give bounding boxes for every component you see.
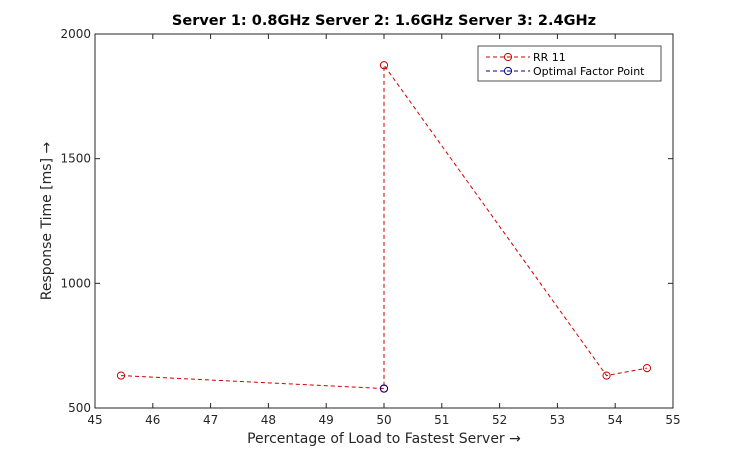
x-tick-label: 46 bbox=[145, 413, 160, 427]
data-point-rr-11 bbox=[642, 364, 652, 373]
y-tick-label: 500 bbox=[68, 401, 91, 415]
x-tick-label: 52 bbox=[492, 413, 507, 427]
x-tick-label: 55 bbox=[665, 413, 680, 427]
x-tick-label: 47 bbox=[203, 413, 218, 427]
x-tick-label: 51 bbox=[434, 413, 449, 427]
x-axis-label: Percentage of Load to Fastest Server → bbox=[247, 431, 521, 447]
axis-ticks: 45 46 47 48 49 50 51 52 53 54 55 500 1000 1500 2000 bbox=[60, 27, 680, 427]
legend-marker-optimal-factor-point bbox=[503, 66, 513, 76]
legend-marker-rr-11 bbox=[503, 52, 513, 62]
x-tick-label: 53 bbox=[550, 413, 565, 427]
plot-frame bbox=[94, 33, 674, 409]
legend-label-rr-11: RR 11 bbox=[533, 51, 566, 64]
y-axis-label: Response Time [ms] → bbox=[39, 142, 55, 301]
y-tick-label: 1000 bbox=[60, 276, 91, 290]
y-tick-label: 2000 bbox=[60, 27, 91, 41]
legend-box bbox=[477, 45, 662, 82]
data-point-rr-11 bbox=[116, 371, 126, 380]
x-tick-label: 45 bbox=[87, 413, 102, 427]
x-tick-label: 50 bbox=[376, 413, 391, 427]
series-line-rr-11 bbox=[120, 63, 648, 390]
x-tick-label: 49 bbox=[319, 413, 334, 427]
data-point-optimal-factor-point bbox=[379, 384, 389, 393]
data-point-rr-11 bbox=[602, 371, 611, 380]
x-tick-label: 48 bbox=[261, 413, 276, 427]
x-tick-label: 54 bbox=[608, 413, 623, 427]
y-tick-label: 1500 bbox=[60, 152, 91, 166]
legend-label-optimal-factor-point: Optimal Factor Point bbox=[533, 65, 645, 78]
chart-title: Server 1: 0.8GHz Server 2: 1.6GHz Server… bbox=[172, 13, 596, 29]
data-point-rr-11 bbox=[379, 61, 389, 70]
series-group bbox=[116, 61, 652, 393]
